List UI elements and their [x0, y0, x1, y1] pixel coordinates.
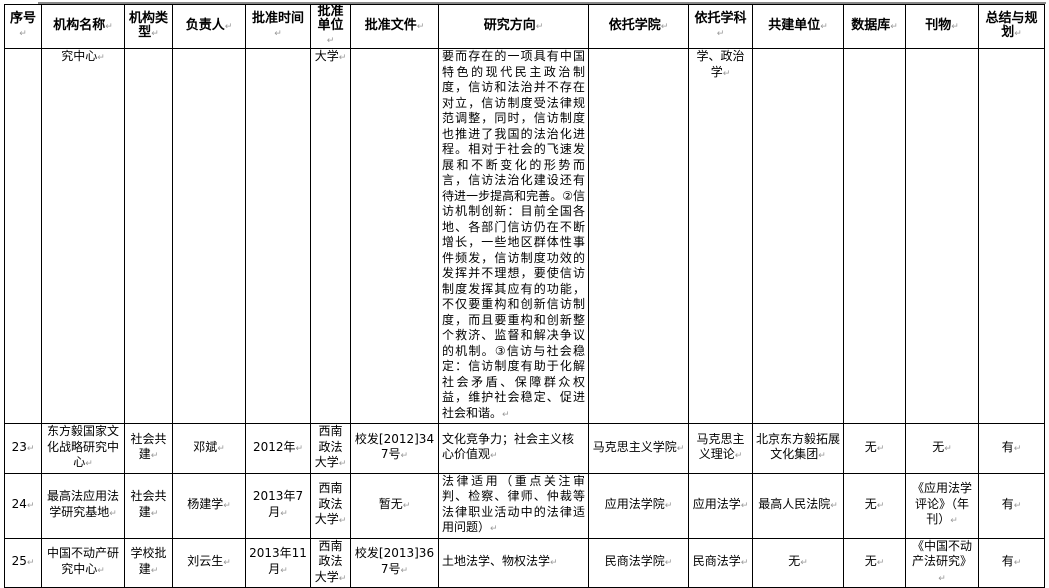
cell-summary	[978, 48, 1045, 424]
table-row: 25 中国不动产研究中心 学校批建 刘云生 2013年11月 西南政法大学 校发…	[4, 537, 1045, 588]
cell-journal	[905, 48, 979, 424]
header-journal: 刊物	[905, 4, 979, 49]
cell-partner: 最高人民法院	[752, 472, 844, 539]
header-unit: 批准单位	[310, 4, 351, 49]
table-row: 23 东方毅国家文化战略研究中心 社会共建 邓斌 2012年 西南政法大学 校发…	[4, 423, 1045, 474]
cell-college: 应用法学院	[588, 472, 689, 539]
table-row: 究中心 大学 要而存在的一项具有中国特色的现代民主政治制度，信访和法治并不存在对…	[4, 48, 1045, 424]
cell-college	[588, 48, 689, 424]
cell-no: 23	[4, 423, 42, 474]
cell-type: 社会共建	[124, 472, 173, 539]
cell-discipline: 学、政治学	[688, 48, 753, 424]
cell-partner: 北京东方毅拓展文化集团	[752, 423, 844, 474]
cell-doc: 校发[2012]347号	[350, 423, 439, 474]
cell-name: 东方毅国家文化战略研究中心	[41, 423, 125, 474]
cell-summary: 有	[978, 472, 1045, 539]
header-doc: 批准文件	[350, 4, 439, 49]
header-direction: 研究方向	[438, 4, 589, 49]
cell-direction: 土地法学、物权法学	[438, 537, 589, 588]
cell-discipline: 应用法学	[688, 472, 753, 539]
header-leader: 负责人	[172, 4, 246, 49]
header-no: 序号	[4, 4, 42, 49]
cell-type: 社会共建	[124, 423, 173, 474]
header-type: 机构类型	[124, 4, 173, 49]
cell-leader: 刘云生	[172, 537, 246, 588]
cell-summary: 有	[978, 423, 1045, 474]
cell-type	[124, 48, 173, 424]
cell-leader: 邓斌	[172, 423, 246, 474]
cell-discipline: 民商法学	[688, 537, 753, 588]
header-discipline: 依托学科	[688, 4, 753, 49]
cell-database: 无	[843, 423, 906, 474]
cell-time	[245, 48, 311, 424]
cell-college: 民商法学院	[588, 537, 689, 588]
header-row: 序号 机构名称 机构类型 负责人 批准时间 批准单位 批准文件 研究方向 依托学…	[4, 4, 1045, 49]
cell-database: 无	[843, 537, 906, 588]
cell-college: 马克思主义学院	[588, 423, 689, 474]
cell-unit: 大学	[310, 48, 351, 424]
cell-time: 2013年11月	[245, 537, 311, 588]
cell-name: 究中心	[41, 48, 125, 424]
cell-summary: 有	[978, 537, 1045, 588]
cell-leader: 杨建学	[172, 472, 246, 539]
cell-discipline: 马克思主义理论	[688, 423, 753, 474]
cell-unit: 西南政法大学	[310, 472, 351, 539]
cell-name: 最高法应用法学研究基地	[41, 472, 125, 539]
cell-partner	[752, 48, 844, 424]
cell-direction: 要而存在的一项具有中国特色的现代民主政治制度，信访和法治并不存在对立，信访制度受…	[438, 48, 589, 424]
cell-unit: 西南政法大学	[310, 423, 351, 474]
cell-unit: 西南政法大学	[310, 537, 351, 588]
cell-partner: 无	[752, 537, 844, 588]
cell-doc	[350, 48, 439, 424]
cell-time: 2012年	[245, 423, 311, 474]
cell-journal: 无	[905, 423, 979, 474]
header-college: 依托学院	[588, 4, 689, 49]
cell-doc: 暂无	[350, 472, 439, 539]
cell-no: 25	[4, 537, 42, 588]
cell-leader	[172, 48, 246, 424]
cell-database: 无	[843, 472, 906, 539]
cell-database	[843, 48, 906, 424]
header-name: 机构名称	[41, 4, 125, 49]
cell-time: 2013年7月	[245, 472, 311, 539]
cell-direction: 法律适用（重点关注审判、检察、律师、仲裁等法律职业活动中的法律适用问题）	[438, 472, 589, 539]
header-time: 批准时间	[245, 4, 311, 49]
header-database: 数据库	[843, 4, 906, 49]
cell-journal: 《中国不动产法研究》	[905, 537, 979, 588]
cell-doc: 校发[2013]367号	[350, 537, 439, 588]
table-row: 24 最高法应用法学研究基地 社会共建 杨建学 2013年7月 西南政法大学 暂…	[4, 472, 1045, 539]
cell-journal: 《应用法学评论》（年刊）	[905, 472, 979, 539]
cell-no	[4, 48, 42, 424]
header-partner: 共建单位	[752, 4, 844, 49]
cell-no: 24	[4, 472, 42, 539]
cell-direction: 文化竞争力；社会主义核心价值观	[438, 423, 589, 474]
page-top-border	[38, 2, 1046, 4]
cell-type: 学校批建	[124, 537, 173, 588]
header-summary: 总结与规划	[978, 4, 1045, 49]
cell-name: 中国不动产研究中心	[41, 537, 125, 588]
research-institutes-table: 序号 机构名称 机构类型 负责人 批准时间 批准单位 批准文件 研究方向 依托学…	[4, 4, 1045, 588]
